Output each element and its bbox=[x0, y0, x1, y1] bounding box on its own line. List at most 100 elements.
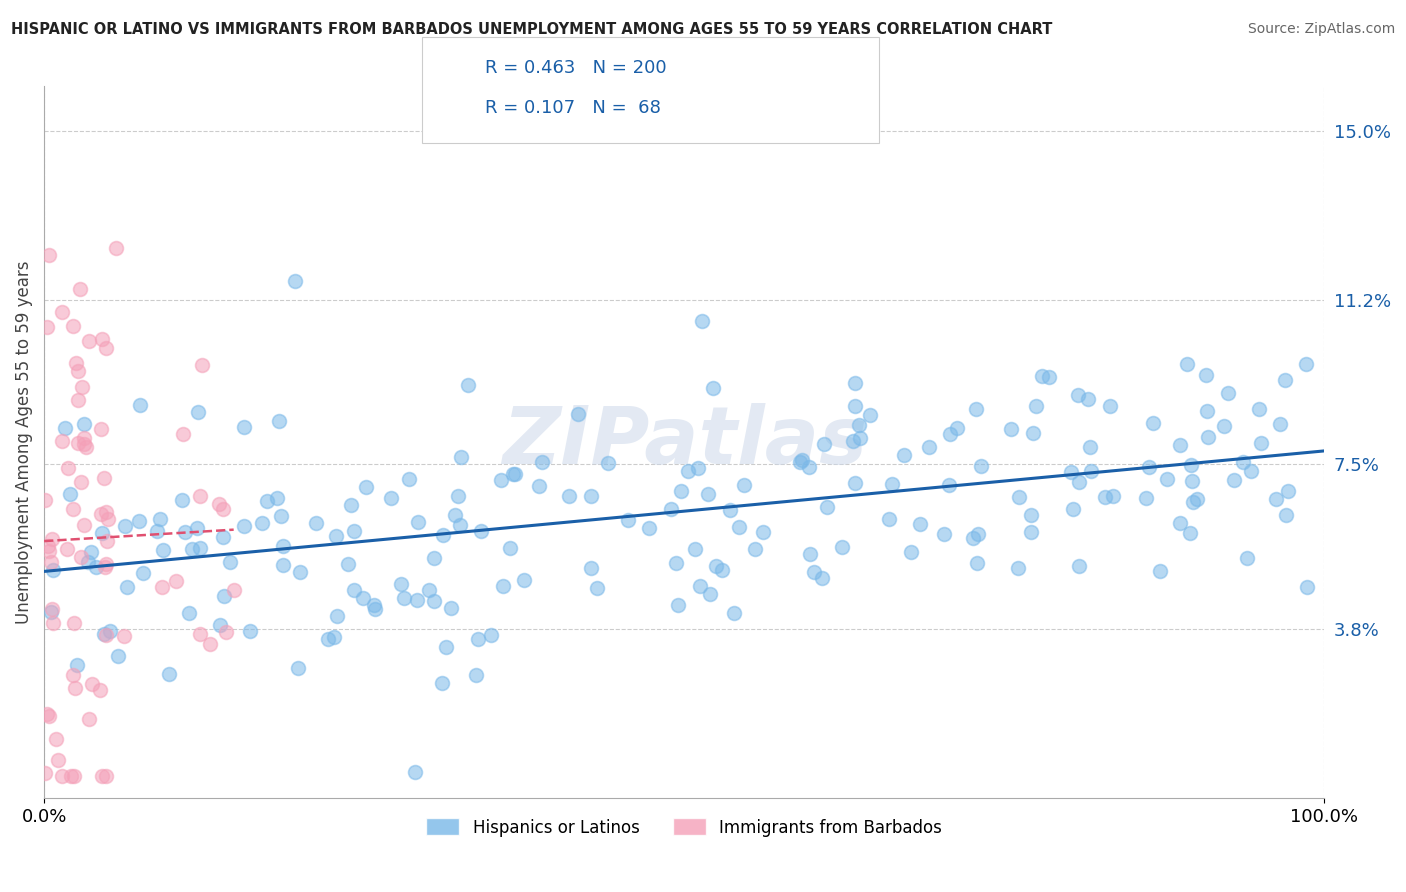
Point bbox=[62, 769, 84, 783]
Point bbox=[440, 601, 463, 615]
Point bbox=[1181, 474, 1204, 488]
Point bbox=[39, 555, 62, 569]
Point bbox=[94, 341, 117, 355]
Point bbox=[815, 500, 838, 515]
Point bbox=[343, 583, 366, 598]
Point bbox=[939, 426, 962, 441]
Point bbox=[93, 627, 115, 641]
Point bbox=[659, 501, 682, 516]
Point bbox=[727, 520, 749, 534]
Point bbox=[380, 491, 402, 506]
Point bbox=[430, 676, 453, 690]
Point bbox=[215, 625, 238, 640]
Point bbox=[73, 417, 96, 432]
Point bbox=[59, 487, 82, 501]
Point bbox=[877, 511, 900, 525]
Point bbox=[65, 356, 87, 370]
Point bbox=[436, 640, 458, 654]
Point bbox=[190, 626, 212, 640]
Point bbox=[1178, 525, 1201, 540]
Point bbox=[1180, 458, 1202, 473]
Point bbox=[67, 435, 90, 450]
Point bbox=[792, 452, 814, 467]
Point bbox=[1142, 416, 1164, 430]
Point bbox=[1062, 501, 1084, 516]
Point bbox=[174, 525, 197, 540]
Point bbox=[1274, 508, 1296, 522]
Point bbox=[432, 528, 454, 542]
Point bbox=[1277, 484, 1299, 499]
Point bbox=[967, 527, 990, 541]
Point bbox=[187, 405, 209, 419]
Point bbox=[1007, 561, 1029, 575]
Point bbox=[56, 460, 79, 475]
Point bbox=[1031, 368, 1053, 383]
Point bbox=[1197, 430, 1219, 444]
Point bbox=[882, 477, 904, 491]
Point bbox=[89, 683, 111, 698]
Point bbox=[364, 602, 387, 616]
Point bbox=[1247, 401, 1270, 416]
Point bbox=[1268, 417, 1291, 431]
Point bbox=[789, 455, 811, 469]
Point bbox=[1240, 464, 1263, 478]
Point bbox=[447, 489, 470, 503]
Point bbox=[849, 431, 872, 445]
Point bbox=[270, 508, 292, 523]
Point bbox=[45, 732, 67, 747]
Point bbox=[288, 566, 311, 580]
Point bbox=[831, 540, 853, 554]
Point bbox=[457, 378, 479, 392]
Point bbox=[470, 524, 492, 538]
Point bbox=[37, 539, 59, 553]
Point bbox=[94, 558, 117, 572]
Point bbox=[1019, 508, 1042, 523]
Point bbox=[692, 314, 714, 328]
Point bbox=[1080, 464, 1102, 478]
Point bbox=[962, 532, 984, 546]
Point bbox=[689, 579, 711, 593]
Point bbox=[66, 658, 89, 673]
Point bbox=[96, 769, 118, 783]
Point bbox=[191, 358, 214, 372]
Point bbox=[356, 480, 378, 494]
Point bbox=[70, 549, 93, 564]
Point bbox=[465, 668, 488, 682]
Point bbox=[51, 305, 73, 319]
Point bbox=[1021, 525, 1043, 540]
Point bbox=[1102, 489, 1125, 503]
Point bbox=[970, 458, 993, 473]
Point bbox=[96, 534, 118, 549]
Point bbox=[567, 407, 589, 421]
Point bbox=[35, 320, 58, 334]
Point bbox=[38, 708, 60, 723]
Point bbox=[48, 754, 70, 768]
Point bbox=[53, 421, 76, 435]
Point bbox=[527, 478, 550, 492]
Point bbox=[1078, 440, 1101, 454]
Point bbox=[55, 541, 77, 556]
Point bbox=[339, 499, 361, 513]
Point bbox=[917, 441, 939, 455]
Point bbox=[38, 543, 60, 558]
Point bbox=[337, 558, 360, 572]
Point bbox=[35, 707, 58, 722]
Point bbox=[165, 574, 187, 588]
Point bbox=[80, 545, 103, 559]
Point bbox=[1008, 490, 1031, 504]
Point bbox=[252, 516, 274, 530]
Point bbox=[97, 512, 120, 526]
Point bbox=[686, 460, 709, 475]
Point bbox=[1185, 491, 1208, 506]
Point bbox=[502, 467, 524, 481]
Point bbox=[813, 437, 835, 451]
Point bbox=[751, 524, 773, 539]
Point bbox=[1060, 465, 1083, 479]
Point bbox=[318, 632, 340, 646]
Point bbox=[669, 483, 692, 498]
Point bbox=[214, 589, 236, 603]
Point bbox=[1175, 357, 1198, 371]
Point bbox=[932, 527, 955, 541]
Point bbox=[1168, 438, 1191, 452]
Point bbox=[73, 432, 96, 446]
